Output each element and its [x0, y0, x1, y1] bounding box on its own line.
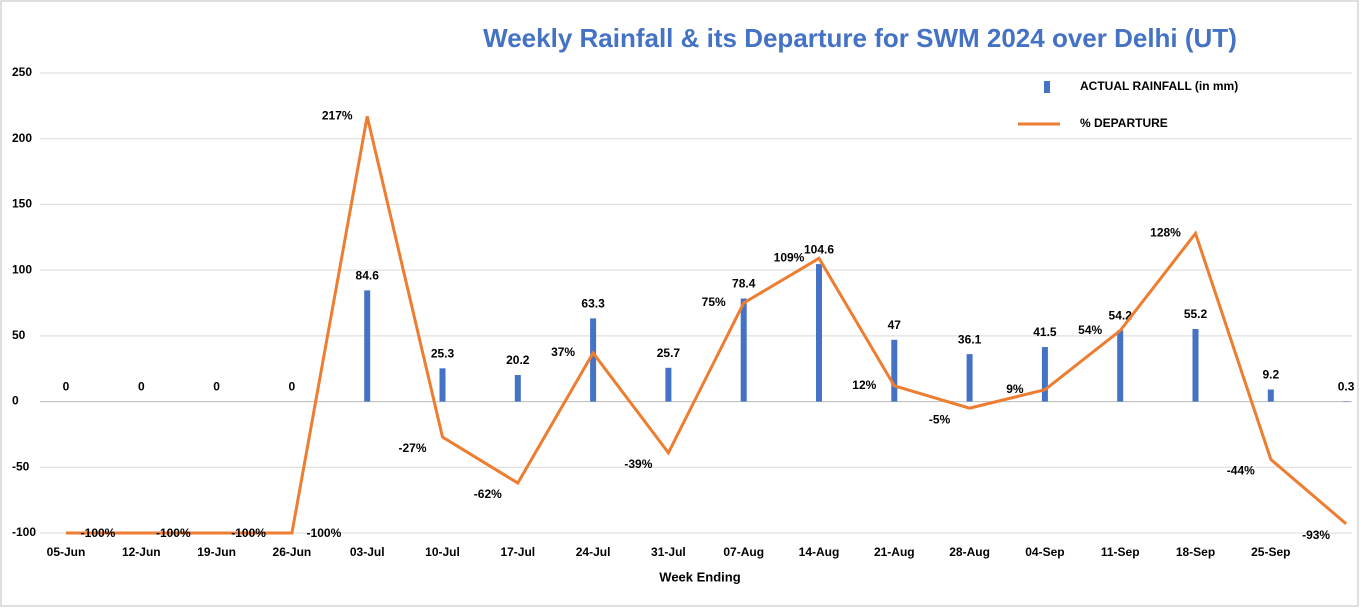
- line-value-label: -100%: [307, 526, 342, 540]
- x-tick-label: 03-Jul: [350, 545, 385, 559]
- line-value-label: -27%: [398, 441, 426, 455]
- bar-value-label: 25.3: [431, 346, 455, 360]
- legend-swatch: [1044, 81, 1050, 93]
- departure-line: [66, 116, 1348, 535]
- bar: [514, 375, 521, 402]
- line-value-label: 217%: [322, 109, 353, 123]
- x-tick-label: 10-Jul: [425, 545, 460, 559]
- legend-label: ACTUAL RAINFALL (in mm): [1080, 79, 1238, 93]
- bar: [1192, 329, 1199, 402]
- bar-value-label: 20.2: [506, 353, 530, 367]
- line-value-label: 37%: [551, 345, 575, 359]
- line-value-label: -93%: [1302, 528, 1330, 542]
- x-tick-label: 18-Sep: [1176, 545, 1215, 559]
- x-tick-label: 12-Jun: [122, 545, 161, 559]
- bar: [966, 354, 973, 402]
- line-value-label: -100%: [81, 526, 116, 540]
- bar-value-label: 78.4: [732, 277, 756, 291]
- line-value-label: 128%: [1150, 226, 1181, 240]
- bar-value-label: 0: [213, 380, 220, 394]
- line-value-label: -100%: [156, 526, 191, 540]
- chart-title: Weekly Rainfall & its Departure for SWM …: [483, 23, 1237, 53]
- x-tick-label: 05-Jun: [47, 545, 86, 559]
- y-tick-label: 150: [12, 197, 32, 211]
- bar-value-label: 84.6: [356, 269, 380, 283]
- bar: [1267, 389, 1274, 402]
- bar-value-label: 47: [888, 318, 902, 332]
- x-tick-label: 26-Jun: [273, 545, 312, 559]
- bar-value-label: 0.3: [1338, 379, 1355, 393]
- bar: [740, 298, 747, 402]
- x-tick-label: 21-Aug: [874, 545, 915, 559]
- x-axis-label: Week Ending: [659, 569, 740, 584]
- y-tick-label: 50: [12, 328, 26, 342]
- x-tick-label: 24-Jul: [576, 545, 611, 559]
- bar-value-label: 0: [289, 380, 296, 394]
- bar-value-label: 25.7: [657, 346, 681, 360]
- y-tick-label: 0: [12, 394, 19, 408]
- x-tick-label: 04-Sep: [1025, 545, 1064, 559]
- line-value-label: 54%: [1078, 323, 1102, 337]
- bar-value-label: 9.2: [1262, 368, 1279, 382]
- y-tick-label: 200: [12, 131, 32, 145]
- line-value-label: -100%: [231, 526, 266, 540]
- bar: [891, 339, 898, 402]
- line-value-label: -5%: [929, 412, 951, 426]
- bar: [816, 264, 822, 402]
- y-tick-label: 100: [12, 262, 32, 276]
- bar: [1041, 347, 1048, 402]
- bar-value-label: 0: [63, 380, 70, 394]
- bar-value-label: 63.3: [581, 297, 605, 311]
- bar: [439, 368, 446, 402]
- line-value-label: 75%: [702, 295, 726, 309]
- bar-value-label: 0: [138, 380, 145, 394]
- x-tick-label: 31-Jul: [651, 545, 686, 559]
- bar-value-label: 55.2: [1184, 307, 1208, 321]
- bar: [590, 318, 597, 402]
- line-value-label: 12%: [852, 378, 876, 392]
- y-tick-label: -50: [12, 459, 30, 473]
- bar: [364, 290, 371, 402]
- y-tick-label: 250: [12, 65, 32, 79]
- bar-value-label: 104.6: [804, 242, 834, 256]
- bar: [1117, 330, 1124, 402]
- bar-value-label: 41.5: [1033, 325, 1057, 339]
- line-value-label: -44%: [1227, 464, 1255, 478]
- line-value-label: -62%: [474, 487, 502, 501]
- x-tick-label: 11-Sep: [1101, 545, 1140, 559]
- x-tick-label: 28-Aug: [949, 545, 990, 559]
- bar-value-label: 36.1: [958, 332, 982, 346]
- bar-value-label: 54.2: [1109, 309, 1133, 323]
- x-tick-label: 19-Jun: [197, 545, 236, 559]
- y-tick-label: -100: [12, 525, 36, 539]
- x-tick-label: 07-Aug: [723, 545, 764, 559]
- x-tick-label: 14-Aug: [799, 545, 840, 559]
- line-value-label: -39%: [624, 457, 652, 471]
- line-value-label: 109%: [774, 250, 805, 264]
- legend-label: % DEPARTURE: [1080, 116, 1168, 130]
- line-value-label: 9%: [1006, 382, 1024, 396]
- x-tick-label: 25-Sep: [1251, 545, 1290, 559]
- bar: [665, 367, 672, 402]
- x-tick-label: 17-Jul: [500, 545, 535, 559]
